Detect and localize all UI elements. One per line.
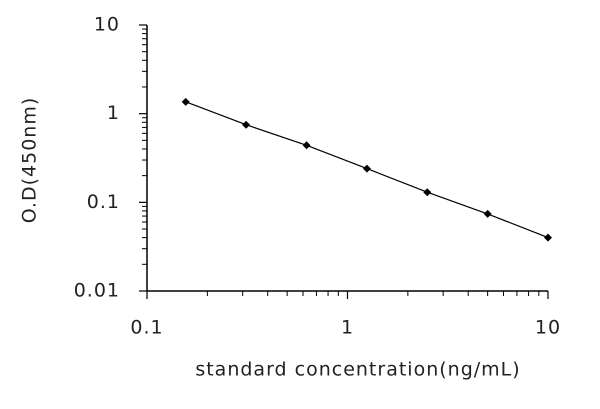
y-axis-title: O.D(450nm) xyxy=(19,97,41,224)
y-tick-label: 0.01 xyxy=(74,280,120,302)
data-point xyxy=(242,120,251,129)
x-tick-label: 0.1 xyxy=(130,317,163,339)
data-point xyxy=(181,97,190,106)
x-tick-label: 10 xyxy=(535,317,561,339)
data-point xyxy=(302,141,311,150)
x-axis-title: standard concentration(ng/mL) xyxy=(195,359,520,381)
y-tick-label: 1 xyxy=(107,102,120,124)
x-tick-label: 1 xyxy=(341,317,354,339)
y-tick-label: 0.1 xyxy=(87,191,120,213)
y-tick-label: 10 xyxy=(94,14,120,36)
data-point xyxy=(362,164,371,173)
data-point xyxy=(423,188,432,197)
data-point xyxy=(483,209,492,218)
data-point xyxy=(544,233,552,242)
